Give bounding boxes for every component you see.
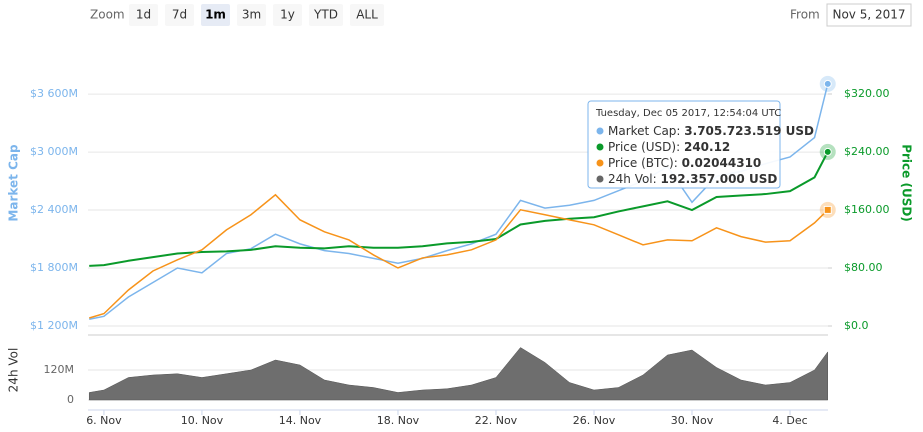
x-tick-label: 26. Nov — [573, 414, 616, 427]
tooltip-label: 24h Vol: — [608, 172, 657, 186]
series-line — [89, 193, 829, 319]
x-tick-label: 30. Nov — [671, 414, 714, 427]
tooltip-row: 24h Vol: 192.357.000 USD — [608, 172, 777, 186]
zoom-button-label[interactable]: 3m — [242, 8, 261, 22]
zoom-button-label[interactable]: 1y — [280, 8, 295, 22]
zoom-button-label[interactable]: 1d — [136, 8, 151, 22]
y-tick-label: $1 200M — [30, 319, 78, 332]
y4-tick-label: 0 — [67, 393, 74, 406]
x-tick-label: 10. Nov — [181, 414, 224, 427]
from-value[interactable]: Nov 5, 2017 — [832, 8, 905, 22]
y2-axis-title: Price (USD) — [900, 144, 914, 222]
series-line — [89, 151, 829, 267]
zoom-button-label[interactable]: YTD — [313, 8, 338, 22]
zoom-button[interactable] — [273, 4, 302, 26]
tooltip-bullet — [596, 159, 604, 167]
y-tick-label: $3 000M — [30, 145, 78, 158]
y2-tick-label: $0.0 — [844, 319, 869, 332]
x-tick-label: 14. Nov — [279, 414, 322, 427]
hover-marker — [823, 147, 832, 156]
hover-marker — [823, 205, 832, 214]
y-tick-label: $1 800M — [30, 261, 78, 274]
tooltip-value: 3.705.723.519 USD — [684, 124, 814, 138]
tooltip-label: Market Cap: — [608, 124, 680, 138]
zoom-button[interactable] — [237, 4, 266, 26]
tooltip-row: Market Cap: 3.705.723.519 USD — [608, 124, 814, 138]
y2-tick-label: $80.00 — [844, 261, 883, 274]
y-tick-label: $3 600M — [30, 87, 78, 100]
x-tick-label: 18. Nov — [377, 414, 420, 427]
y4-axis-title: 24h Vol — [7, 348, 21, 393]
zoom-button[interactable] — [309, 4, 343, 26]
y2-tick-label: $240.00 — [844, 145, 890, 158]
tooltip-value: 192.357.000 USD — [661, 172, 778, 186]
zoom-button[interactable] — [129, 4, 158, 26]
volume-area — [88, 347, 829, 401]
hover-marker — [823, 79, 832, 88]
tooltip-bullet — [596, 175, 604, 183]
x-tick-label: 22. Nov — [475, 414, 518, 427]
y2-tick-label: $320.00 — [844, 87, 890, 100]
zoom-label: Zoom — [90, 8, 125, 22]
tooltip-bullet — [596, 143, 604, 151]
tooltip-bullet — [596, 127, 604, 135]
tooltip-label: Price (BTC): — [608, 156, 678, 170]
y4-tick-label: 120M — [44, 363, 75, 376]
from-label: From — [790, 8, 820, 22]
zoom-button-label[interactable]: ALL — [356, 8, 378, 22]
zoom-button-label[interactable]: 7d — [172, 8, 187, 22]
x-tick-label: 4. Dec — [772, 414, 807, 427]
y2-tick-label: $160.00 — [844, 203, 890, 216]
y-tick-label: $2 400M — [30, 203, 78, 216]
zoom-button[interactable] — [165, 4, 194, 26]
zoom-button-label[interactable]: 1m — [205, 8, 226, 22]
zoom-button[interactable] — [201, 4, 230, 26]
y-axis-title: Market Cap — [7, 144, 21, 222]
x-tick-label: 6. Nov — [86, 414, 122, 427]
tooltip-value: 240.12 — [684, 140, 730, 154]
tooltip-row: Price (BTC): 0.02044310 — [608, 156, 761, 170]
zoom-button[interactable] — [350, 4, 384, 26]
tooltip-title: Tuesday, Dec 05 2017, 12:54:04 UTC — [595, 108, 781, 119]
tooltip-label: Price (USD): — [608, 140, 680, 154]
tooltip-value: 0.02044310 — [682, 156, 762, 170]
tooltip-box — [587, 100, 781, 189]
tooltip-row: Price (USD): 240.12 — [608, 140, 730, 154]
from-input[interactable] — [826, 3, 912, 27]
